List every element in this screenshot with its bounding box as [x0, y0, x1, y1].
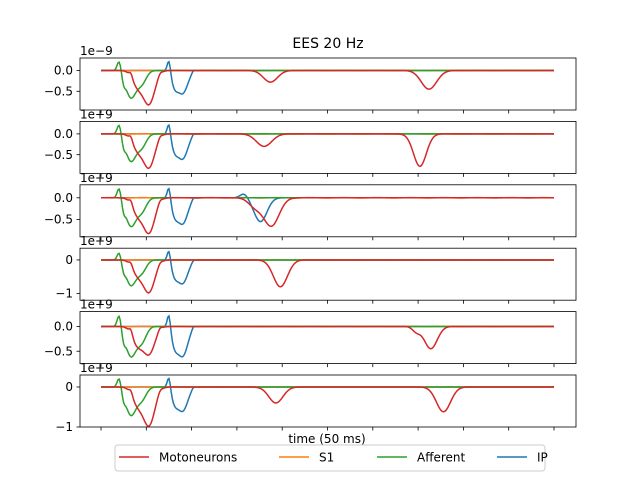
y-tick-label: 0.0	[54, 191, 73, 205]
y-offset-label: 1e+9	[80, 361, 113, 375]
series-line-ip	[101, 187, 554, 226]
legend-label-afferent: Afferent	[417, 451, 466, 465]
subplot-4: 1e+9 0 −1	[55, 234, 577, 304]
series-line-afferent	[101, 314, 554, 358]
series-line-motoneurons	[101, 69, 554, 106]
subplot-1: 1e−9 0.0 −0.5	[44, 44, 577, 114]
y-tick-label: 0.0	[54, 64, 73, 78]
series-line-ip	[101, 314, 554, 358]
subplot-5: 1e+9 0.0 −0.5	[44, 298, 577, 368]
subplot-3: 1e+9 0.0 −0.5	[44, 171, 577, 241]
subplot-2: 1e+9 0.0 −0.5	[44, 107, 577, 177]
series-line-afferent	[101, 377, 554, 417]
series-line-motoneurons	[101, 259, 554, 294]
series-line-afferent	[101, 187, 554, 228]
series-line-motoneurons	[101, 325, 554, 356]
legend: Motoneurons S1 Afferent IP	[114, 444, 548, 472]
subplot-stack: 1e−9 0.0 −0.5 1e+9 0.0 −0.5 1e+9 0.0 −0.5 1e+9 0 −1…	[44, 44, 577, 434]
y-tick-label: 0	[65, 253, 73, 267]
axes-frame	[79, 184, 577, 238]
x-axis-label: time (50 ms)	[288, 432, 365, 446]
axes-frame	[79, 374, 577, 428]
y-tick-label: −0.5	[44, 84, 73, 98]
series-line-ip	[101, 250, 554, 285]
legend-label-s1: S1	[319, 451, 334, 465]
y-tick-label: −1	[55, 420, 73, 434]
y-tick-label: −0.5	[44, 148, 73, 162]
y-tick-label: 0.0	[54, 127, 73, 141]
series-line-afferent	[101, 60, 554, 100]
series-line-ip	[101, 377, 554, 413]
figure-title: EES 20 Hz	[292, 36, 363, 52]
y-offset-label: 1e+9	[80, 107, 113, 121]
axes-frame	[79, 121, 577, 174]
y-tick-label: −0.5	[44, 344, 73, 358]
series-line-ip	[101, 60, 554, 95]
series-line-motoneurons	[101, 386, 554, 427]
series-line-motoneurons	[101, 197, 554, 235]
series-line-afferent	[101, 124, 554, 163]
legend-label-ip: IP	[537, 451, 548, 465]
series-line-afferent	[101, 252, 554, 287]
legend-label-motoneurons: Motoneurons	[159, 451, 237, 465]
axes-frame	[79, 57, 577, 111]
y-tick-label: −0.5	[44, 213, 73, 227]
subplot-6: 1e+9 0 −1	[55, 361, 577, 434]
series-line-motoneurons	[101, 133, 554, 170]
y-tick-label: 0	[65, 380, 73, 394]
y-tick-label: 0.0	[54, 320, 73, 334]
y-offset-label: 1e+9	[80, 171, 113, 185]
series-line-ip	[101, 123, 554, 161]
axes-frame	[79, 311, 577, 365]
y-offset-label: 1e+9	[80, 298, 113, 312]
y-offset-label: 1e+9	[80, 234, 113, 248]
y-offset-label: 1e−9	[80, 44, 113, 58]
legend-frame	[114, 444, 546, 472]
y-tick-label: −1	[55, 287, 73, 301]
axes-frame	[79, 247, 577, 301]
